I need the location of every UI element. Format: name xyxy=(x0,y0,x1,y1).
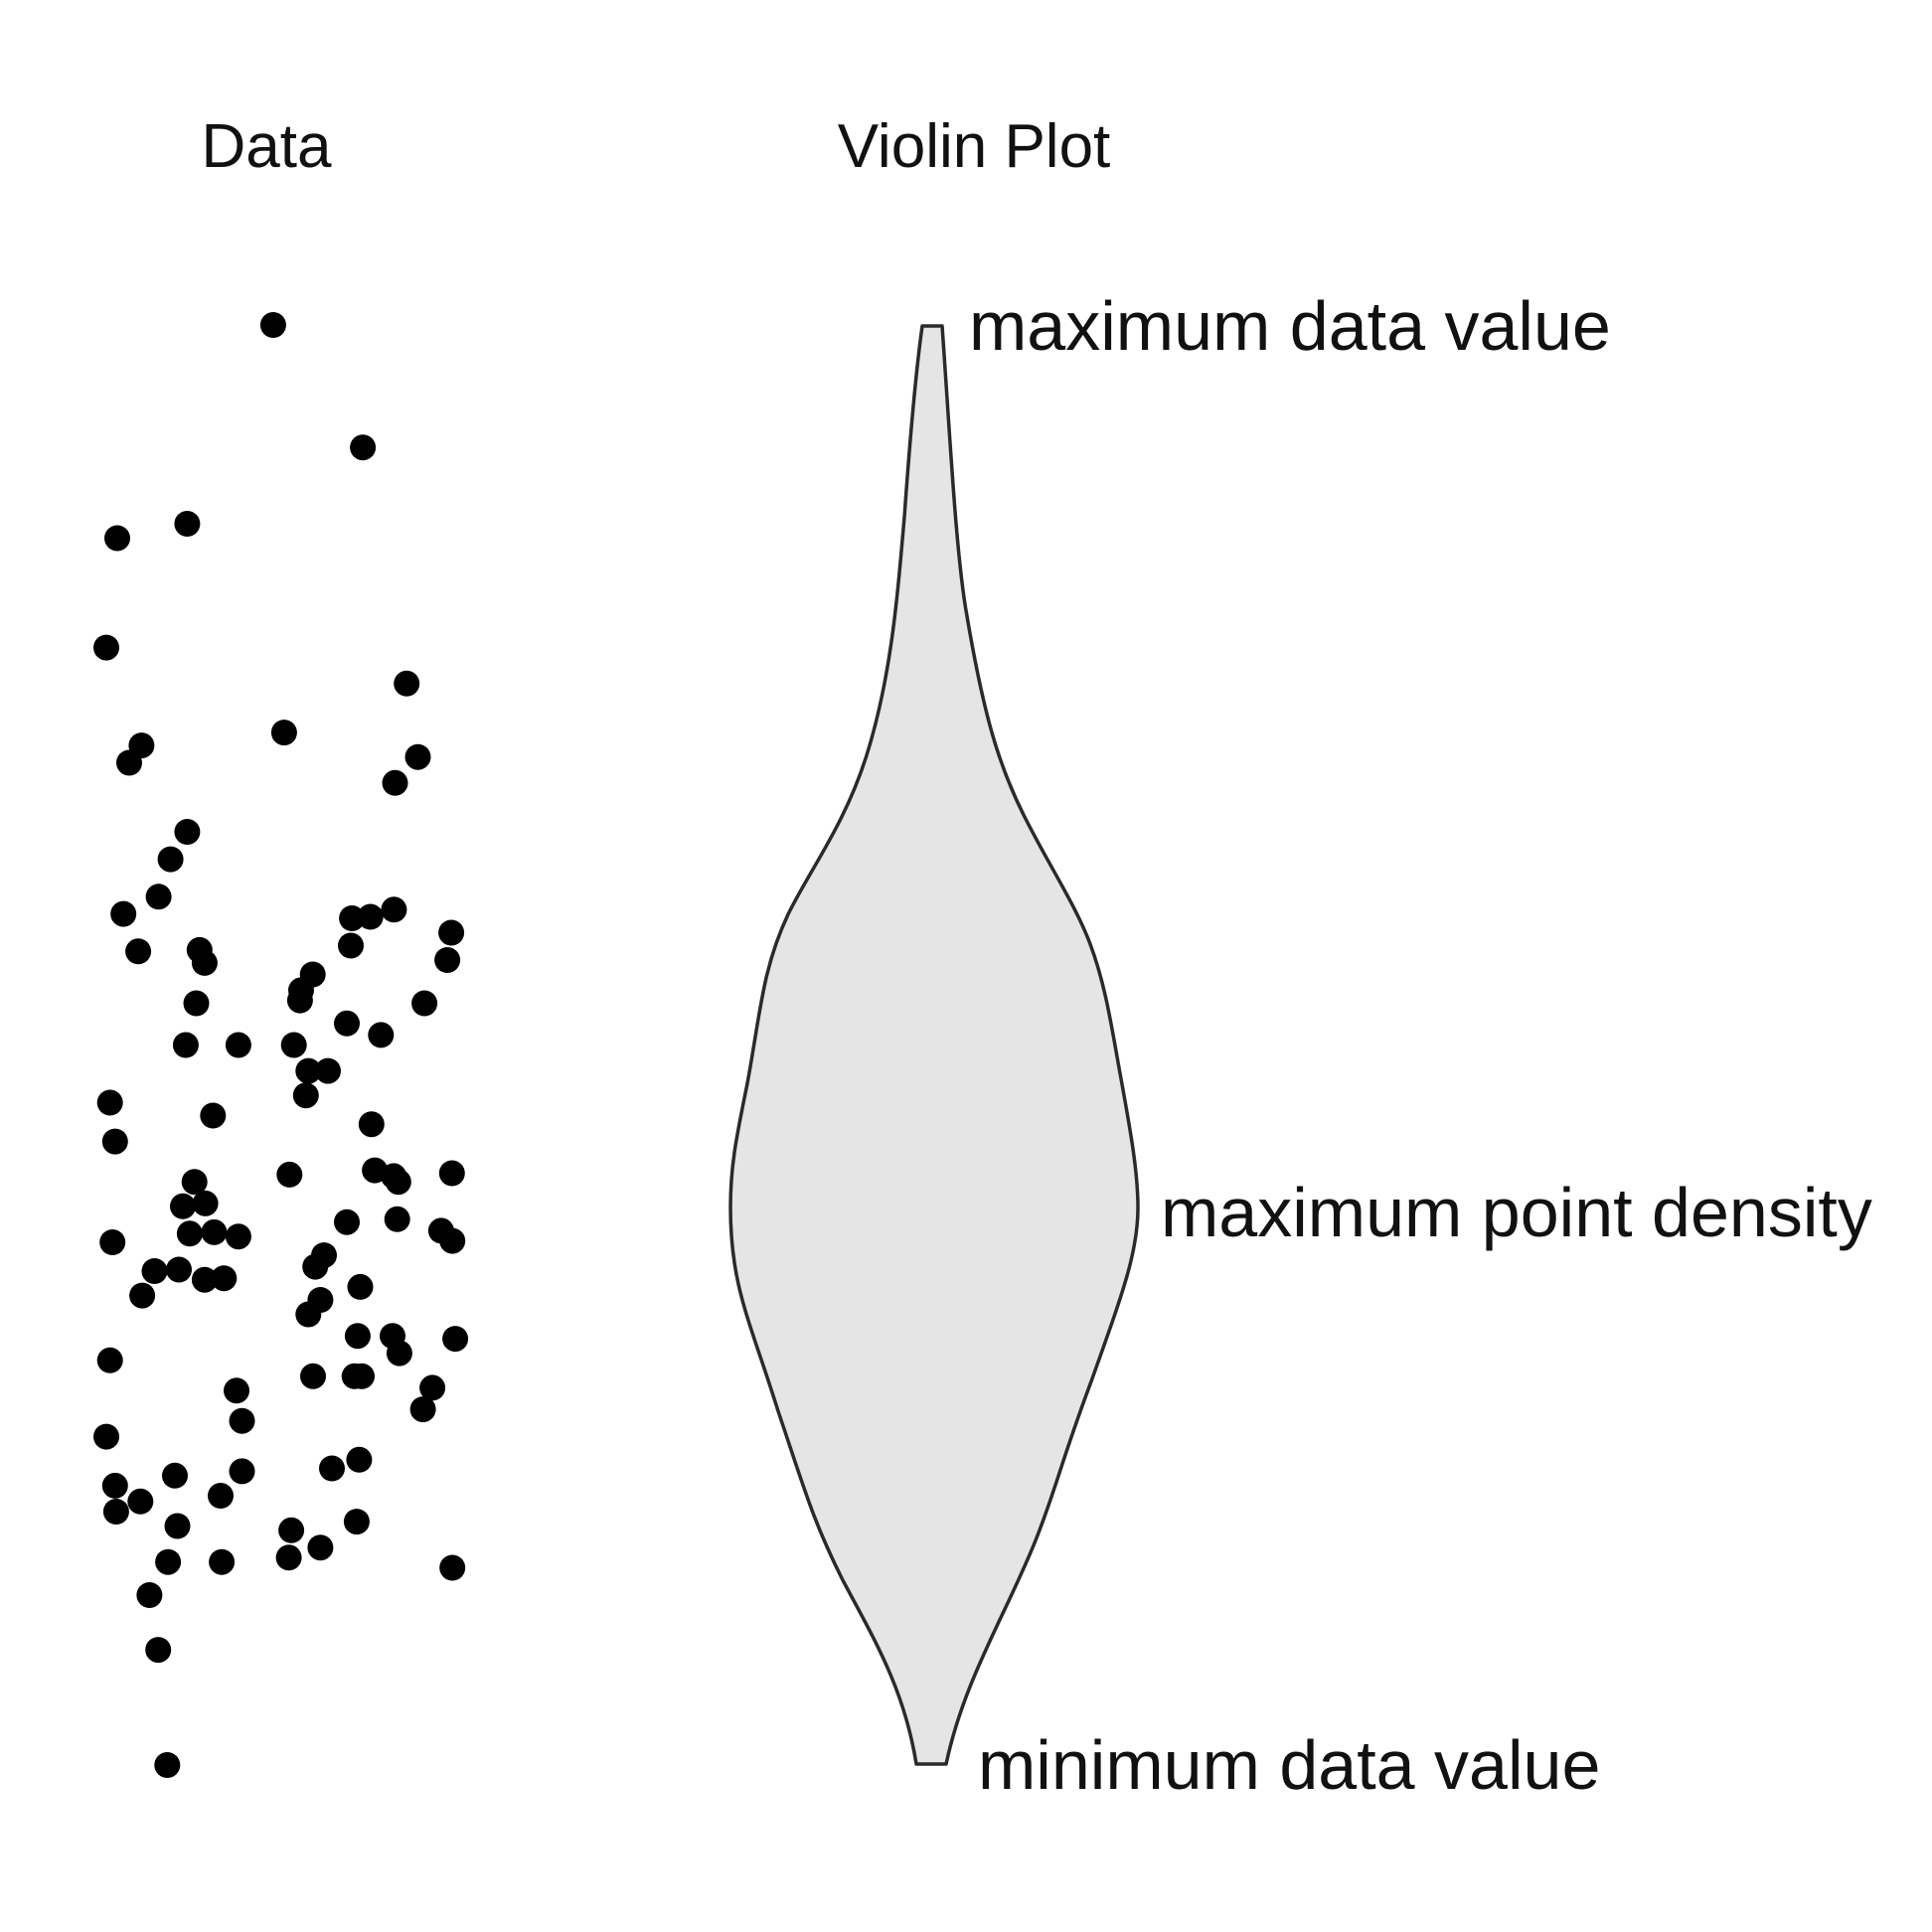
data-point xyxy=(339,905,366,931)
annotation-maximum-point-density: maximum point density xyxy=(1161,1174,1872,1251)
data-point xyxy=(183,990,210,1017)
data-point xyxy=(127,1488,154,1515)
data-point xyxy=(286,987,313,1014)
data-point xyxy=(191,1266,218,1293)
data-point xyxy=(209,1548,236,1575)
data-point xyxy=(384,1206,410,1232)
data-point xyxy=(104,525,130,552)
data-point xyxy=(174,819,201,845)
violin-shape xyxy=(728,324,1140,1766)
data-point xyxy=(386,1340,412,1367)
data-point xyxy=(382,769,408,796)
data-point xyxy=(99,1229,126,1255)
data-point xyxy=(300,1363,326,1389)
data-point xyxy=(116,749,142,776)
data-point xyxy=(346,1446,373,1473)
data-point xyxy=(347,1273,374,1300)
data-point xyxy=(145,1637,172,1664)
data-point xyxy=(307,1534,334,1561)
data-point xyxy=(102,1499,129,1525)
data-point xyxy=(125,938,152,965)
data-point xyxy=(200,1102,227,1129)
data-point xyxy=(154,1752,181,1778)
data-point xyxy=(409,1396,436,1423)
data-point xyxy=(344,1323,371,1350)
data-point xyxy=(170,1193,196,1219)
data-point xyxy=(110,900,137,927)
annotation-minimum-data-value: minimum data value xyxy=(978,1726,1600,1804)
data-point xyxy=(229,1458,255,1485)
data-point xyxy=(334,1010,360,1037)
data-points xyxy=(93,312,469,1778)
data-point xyxy=(229,1407,255,1434)
data-point xyxy=(368,1022,395,1048)
data-point xyxy=(145,884,172,910)
data-point xyxy=(295,1057,322,1084)
violin-panel-title: Violin Plot xyxy=(838,112,1111,181)
data-point xyxy=(211,1265,238,1292)
data-point xyxy=(201,1218,228,1245)
data-point xyxy=(338,932,364,959)
data-point xyxy=(96,1089,123,1116)
data-point xyxy=(93,1423,119,1450)
data-point xyxy=(280,1032,307,1058)
data-point xyxy=(350,434,377,461)
data-point xyxy=(191,949,218,976)
data-point xyxy=(141,1258,168,1284)
data-point xyxy=(166,1256,192,1283)
data-point xyxy=(276,1161,303,1188)
data-point xyxy=(101,1128,128,1155)
data-point xyxy=(176,1220,203,1247)
data-point xyxy=(357,903,384,930)
data-point xyxy=(93,634,119,661)
data-point xyxy=(411,990,438,1017)
data-point xyxy=(164,1513,191,1539)
data-point xyxy=(259,312,286,338)
data-point xyxy=(129,1282,156,1309)
data-point xyxy=(442,1326,469,1353)
data-point xyxy=(225,1032,251,1058)
data-point xyxy=(404,743,431,770)
data-point xyxy=(224,1377,249,1404)
data-point xyxy=(208,1483,234,1509)
data-point xyxy=(101,1472,128,1499)
data-point xyxy=(439,1227,466,1254)
data-point xyxy=(225,1223,251,1250)
data-point xyxy=(394,670,420,697)
data-point xyxy=(385,1169,411,1196)
data-point xyxy=(438,919,465,946)
data-point xyxy=(319,1455,345,1482)
data-point xyxy=(278,1517,305,1543)
data-point xyxy=(439,1554,466,1581)
data-point xyxy=(192,1190,219,1216)
data-point xyxy=(381,896,407,923)
data-panel-title: Data xyxy=(202,112,332,181)
data-point xyxy=(136,1582,163,1608)
data-point xyxy=(358,1111,385,1138)
data-point xyxy=(270,720,297,746)
annotation-maximum-data-value: maximum data value xyxy=(969,287,1611,365)
data-point xyxy=(295,1301,322,1328)
data-point xyxy=(334,1208,360,1235)
data-point xyxy=(292,1082,319,1109)
data-point xyxy=(172,1032,199,1058)
data-point xyxy=(343,1509,370,1535)
data-point xyxy=(157,846,184,873)
data-point xyxy=(162,1462,188,1489)
data-point xyxy=(96,1347,123,1373)
data-point xyxy=(155,1548,182,1575)
data-point xyxy=(302,1253,329,1280)
data-point xyxy=(419,1374,446,1401)
data-point xyxy=(174,511,201,537)
data-point xyxy=(275,1544,302,1571)
data-point xyxy=(315,1057,341,1084)
data-point xyxy=(438,1160,465,1187)
data-point xyxy=(181,1169,208,1196)
data-point xyxy=(434,947,461,973)
data-point xyxy=(349,1363,375,1389)
